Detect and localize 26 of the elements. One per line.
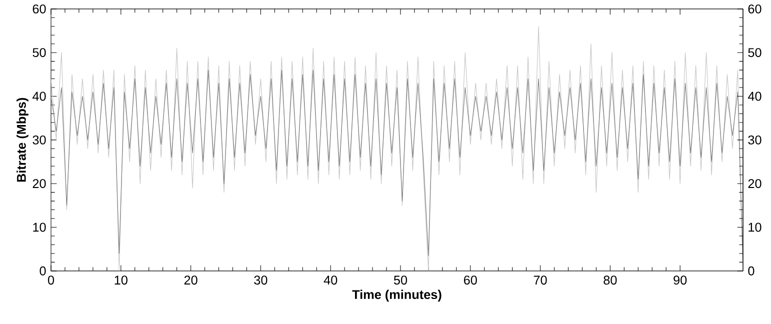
x-axis-title: Time (minutes) [352,290,442,302]
y-tick-label: 40 [32,92,46,101]
x-tick-label: 10 [114,276,128,285]
y-tick-label: 30 [32,135,46,144]
x-tick-label: 70 [534,276,547,285]
x-tick-label: 60 [464,276,477,285]
y2-tick-label: 10 [748,222,762,232]
y2-tick-label: 30 [748,135,762,144]
y2-tick-label: 50 [748,48,762,58]
y2-tick-label: 0 [748,266,754,276]
x-tick-label: 50 [394,276,408,285]
y-tick-label: 60 [32,4,46,14]
y2-tick-label: 40 [748,92,762,101]
x-tick-label: 40 [324,276,338,285]
y-tick-label: 10 [33,222,46,232]
y2-tick-label: 60 [748,4,762,14]
x-tick-label: 80 [604,276,617,285]
x-tick-label: 20 [184,276,198,285]
y-axis-title: Bitrate (Mbps) [16,98,28,182]
x-tick-label: 90 [674,276,687,285]
y2-tick-label: 20 [748,179,762,188]
x-tick-label: 0 [48,276,54,285]
y-tick-label: 0 [40,266,46,276]
y-tick-label: 50 [32,48,46,58]
x-tick-label: 30 [254,276,268,285]
y-tick-label: 20 [32,179,46,188]
